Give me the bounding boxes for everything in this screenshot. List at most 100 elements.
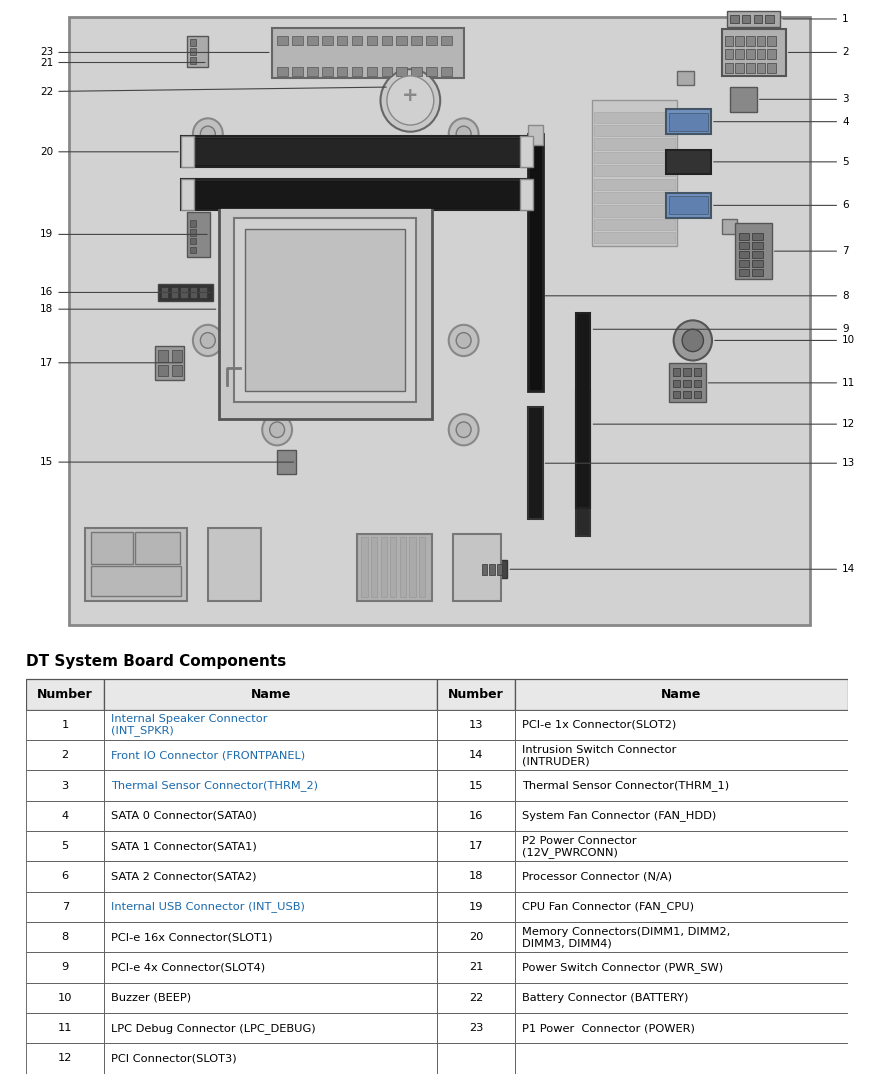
Bar — [593, 232, 675, 244]
Bar — [26, 770, 104, 801]
Bar — [767, 50, 776, 59]
Bar — [437, 801, 515, 831]
Bar — [104, 983, 437, 1013]
Text: 22: 22 — [40, 86, 386, 96]
Text: 12: 12 — [593, 419, 856, 429]
Bar — [26, 891, 104, 921]
Bar — [515, 1043, 848, 1074]
Bar — [336, 67, 348, 76]
Text: 21: 21 — [468, 962, 483, 972]
Text: 13: 13 — [545, 459, 856, 468]
Bar — [181, 179, 533, 209]
Text: 18: 18 — [468, 872, 483, 882]
Text: P2 Power Connector: P2 Power Connector — [522, 836, 636, 846]
Bar — [307, 36, 317, 44]
Bar — [190, 39, 196, 45]
Bar — [322, 67, 332, 76]
Bar — [730, 14, 739, 24]
Circle shape — [200, 126, 215, 141]
Bar — [757, 50, 766, 59]
Bar — [753, 260, 763, 267]
Text: 11: 11 — [708, 378, 856, 387]
Text: Front IO Connector (FRONTPANEL): Front IO Connector (FRONTPANEL) — [111, 750, 305, 761]
Circle shape — [448, 325, 479, 356]
Bar — [753, 251, 763, 258]
Bar — [170, 287, 178, 298]
Bar — [666, 109, 711, 134]
Bar — [181, 179, 194, 209]
Bar — [409, 537, 416, 597]
Text: 15: 15 — [40, 457, 294, 467]
Text: 13: 13 — [468, 720, 483, 729]
Bar — [735, 63, 744, 72]
Bar — [725, 63, 733, 72]
Bar — [725, 36, 733, 45]
Bar — [26, 801, 104, 831]
Text: 4: 4 — [714, 117, 849, 126]
Bar — [453, 533, 501, 601]
Text: 6: 6 — [62, 872, 69, 882]
Bar — [180, 287, 188, 298]
Bar — [437, 680, 515, 710]
Bar — [190, 220, 196, 227]
Text: Memory Connectors(DIMM1, DIMM2,: Memory Connectors(DIMM1, DIMM2, — [522, 927, 730, 937]
Bar — [357, 533, 432, 601]
Circle shape — [674, 320, 712, 360]
Circle shape — [456, 126, 471, 141]
Bar — [592, 100, 676, 246]
Circle shape — [456, 422, 471, 438]
Bar — [735, 223, 772, 279]
Bar — [91, 532, 133, 563]
Bar — [753, 233, 763, 240]
Bar — [190, 47, 196, 55]
Bar — [593, 111, 675, 123]
Bar — [184, 181, 531, 207]
Text: 8: 8 — [62, 932, 69, 942]
Bar — [104, 921, 437, 953]
Text: 22: 22 — [468, 993, 483, 1002]
Bar — [593, 192, 675, 203]
Bar — [437, 983, 515, 1013]
Text: 23: 23 — [40, 47, 269, 57]
Text: 9: 9 — [593, 325, 849, 334]
Bar — [157, 284, 213, 301]
Text: 16: 16 — [468, 810, 483, 821]
Bar — [515, 861, 848, 891]
Bar — [515, 1013, 848, 1043]
Bar — [593, 165, 675, 176]
Text: 19: 19 — [468, 902, 483, 912]
Text: 21: 21 — [40, 57, 205, 68]
Bar — [437, 861, 515, 891]
Text: 12: 12 — [58, 1053, 73, 1064]
Circle shape — [387, 76, 434, 125]
Bar — [190, 287, 198, 298]
Bar — [190, 247, 196, 254]
Bar — [480, 560, 507, 578]
Bar — [437, 770, 515, 801]
Text: 20: 20 — [40, 147, 178, 156]
Bar — [739, 269, 749, 276]
Bar — [155, 346, 184, 380]
Bar — [104, 953, 437, 983]
Bar — [437, 891, 515, 921]
Bar — [489, 563, 495, 575]
Text: PCI Connector(SLOT3): PCI Connector(SLOT3) — [111, 1053, 237, 1064]
Bar — [361, 537, 368, 597]
Bar — [746, 36, 754, 45]
Bar — [753, 269, 763, 276]
Circle shape — [200, 332, 215, 349]
Bar — [673, 368, 680, 377]
Text: 3: 3 — [760, 94, 849, 105]
Bar — [515, 770, 848, 801]
Bar — [528, 408, 543, 519]
Bar — [739, 242, 749, 249]
Bar — [593, 179, 675, 190]
Text: (INTRUDER): (INTRUDER) — [522, 756, 589, 766]
Text: 18: 18 — [40, 304, 216, 314]
Bar — [26, 953, 104, 983]
Bar — [683, 391, 690, 398]
Text: PCI-e 16x Connector(SLOT1): PCI-e 16x Connector(SLOT1) — [111, 932, 273, 942]
Bar — [441, 67, 452, 76]
Bar — [496, 563, 502, 575]
Bar — [272, 28, 463, 78]
